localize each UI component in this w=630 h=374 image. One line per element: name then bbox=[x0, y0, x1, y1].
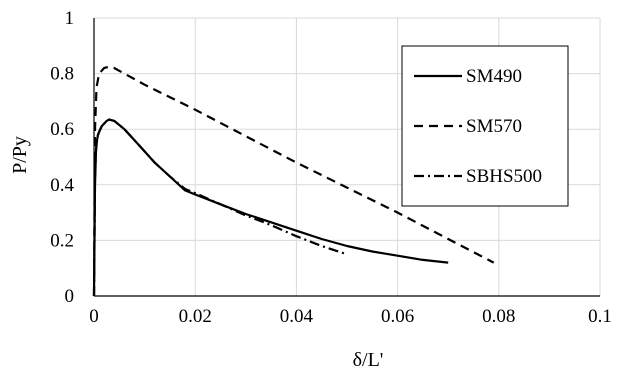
x-tick-label: 0.1 bbox=[588, 306, 612, 327]
x-tick-label: 0.08 bbox=[482, 306, 515, 327]
x-tick-label: 0 bbox=[89, 306, 99, 327]
y-tick-label: 0.6 bbox=[50, 119, 74, 140]
legend-label: SM490 bbox=[466, 66, 522, 87]
series-line-sm570 bbox=[92, 65, 495, 297]
y-tick-label: 1 bbox=[65, 8, 75, 29]
axes: 0 0.2 0.4 0.6 0.8 1 0 0.02 0.04 0.06 0.08 0.1 bbox=[50, 8, 612, 327]
x-axis-label: δ/L' bbox=[353, 349, 384, 371]
x-tick-label: 0.06 bbox=[381, 306, 414, 327]
y-axis-label: P/Py bbox=[9, 136, 31, 174]
series-line-sm490 bbox=[92, 118, 449, 297]
y-tick-label: 0 bbox=[65, 286, 75, 307]
series-line-sbhs500 bbox=[92, 118, 348, 297]
legend-label: SM570 bbox=[466, 116, 522, 137]
y-tick-label: 0.8 bbox=[50, 64, 74, 85]
legend: SM490 SM570 SBHS500 bbox=[401, 45, 569, 207]
y-tick-label: 0.4 bbox=[50, 175, 74, 196]
y-tick-label: 0.2 bbox=[50, 230, 74, 251]
x-tick-label: 0.04 bbox=[280, 306, 314, 327]
series-lines bbox=[92, 65, 495, 297]
legend-label: SBHS500 bbox=[466, 166, 542, 187]
x-tick-label: 0.02 bbox=[179, 306, 212, 327]
